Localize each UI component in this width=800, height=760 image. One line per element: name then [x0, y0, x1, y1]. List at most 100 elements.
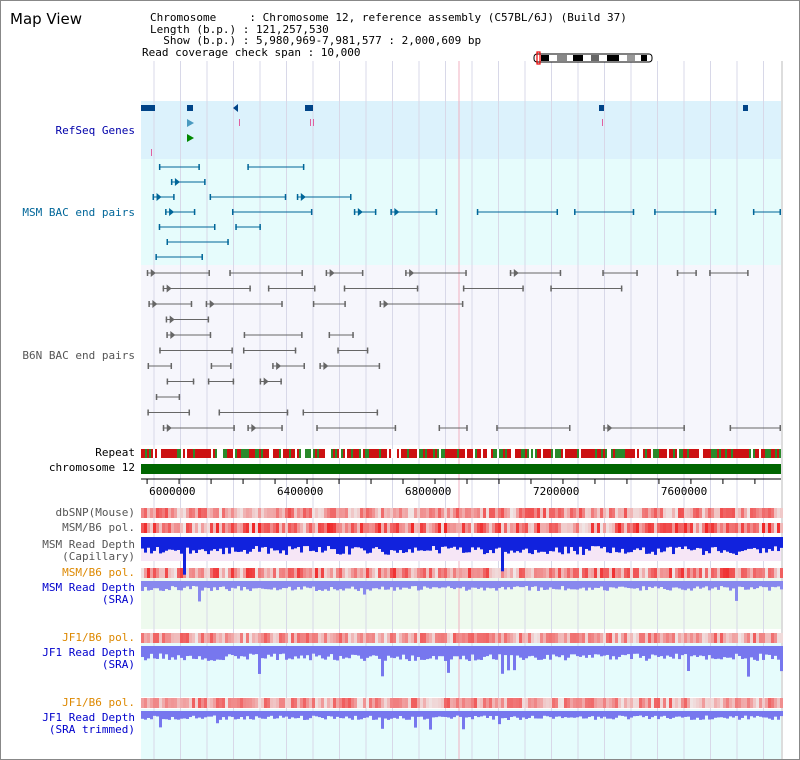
jf1-trim-depth-bar [417, 711, 420, 717]
jf1-trim-depth-bar [732, 711, 735, 718]
repeat-segment [753, 449, 755, 458]
track-label-b6n-bac[interactable]: B6N BAC end pairs [22, 349, 135, 362]
track-label-dbsnp[interactable]: dbSNP(Mouse) [55, 506, 135, 519]
repeat-segment [179, 449, 181, 458]
jf1-b6-pol-heat-cell [681, 633, 684, 643]
jf1-b6-pol2-heat-cell [555, 698, 558, 708]
msm-capillary-depth-bar [459, 537, 462, 548]
track-label-jf1-b6-pol-1[interactable]: JF1/B6 pol. [62, 631, 135, 644]
msm-sra-depth-bar [414, 581, 417, 587]
jf1-b6-pol-heat-cell [246, 633, 249, 643]
dbsnp-heat-cell [393, 508, 396, 518]
jf1-sra-depth-bar [486, 646, 489, 657]
track-label-msm-b6-pol-1[interactable]: MSM/B6 pol. [62, 521, 135, 534]
b6n-bac-pair [259, 378, 262, 385]
msm-b6-pol-heat-cell [288, 523, 291, 533]
msm-capillary-depth-bar [588, 537, 591, 551]
msm-capillary-depth-bar [498, 537, 501, 548]
msm-sra-depth-bar [456, 581, 459, 588]
jf1-trim-depth-bar [750, 711, 753, 717]
jf1-trim-depth-bar [201, 711, 204, 719]
dbsnp-heat-cell [348, 508, 351, 518]
jf1-sra-depth-bar [516, 646, 519, 656]
msm-sra-depth-bar [366, 581, 369, 590]
track-label-jf1-b6-pol-2[interactable]: JF1/B6 pol. [62, 696, 135, 709]
dbsnp-heat-cell [762, 508, 765, 518]
msm-capillary-depth-bar [618, 537, 621, 553]
msm-b6-pol-heat-cell [720, 523, 723, 533]
track-label-msm-bac[interactable]: MSM BAC end pairs [22, 206, 135, 219]
jf1-b6-pol2-heat-cell [315, 698, 318, 708]
msm-b6-pol2-heat-cell [474, 568, 477, 578]
msm-b6-pol2-heat-cell [270, 568, 273, 578]
repeat-segment [409, 449, 411, 458]
jf1-b6-pol-heat-cell [540, 633, 543, 643]
jf1-trim-depth-bar [753, 711, 756, 718]
jf1-b6-pol2-heat-cell [363, 698, 366, 708]
jf1-trim-depth-bar [219, 711, 222, 720]
repeat-segment [449, 449, 451, 458]
msm-capillary-depth-bar [255, 537, 258, 547]
track-label-jf1-depth-sra[interactable]: JF1 Read Depth [42, 646, 135, 659]
msm-b6-pol-heat-cell [372, 523, 375, 533]
jf1-b6-pol2-heat-cell [726, 698, 729, 708]
msm-bac-pair [752, 209, 755, 215]
msm-capillary-depth-bar [186, 537, 189, 548]
jf1-b6-pol-heat-cell [252, 633, 255, 643]
msm-sra-depth-bar [543, 581, 546, 590]
repeat-segment [373, 449, 375, 458]
jf1-trim-depth-bar [204, 711, 207, 718]
track-label-refseq[interactable]: RefSeq Genes [55, 124, 135, 137]
msm-sra-depth-bar [438, 581, 441, 589]
msm-sra-depth-bar [285, 581, 288, 589]
msm-b6-pol-heat-cell [234, 523, 237, 533]
jf1-b6-pol2-heat-cell [228, 698, 231, 708]
msm-capillary-depth-bar [681, 537, 684, 550]
track-label-msm-depth-capillary[interactable]: MSM Read Depth [42, 538, 135, 551]
msm-b6-pol-heat-cell [735, 523, 738, 533]
jf1-b6-pol2-heat-cell [531, 698, 534, 708]
repeat-segment [533, 449, 535, 458]
dbsnp-heat-cell [708, 508, 711, 518]
track-label-jf1-depth-trimmed[interactable]: JF1 Read Depth [42, 711, 135, 724]
repeat-segment [693, 449, 695, 458]
msm-sra-depth-bar [744, 581, 747, 590]
msm-b6-pol-heat-cell [420, 523, 423, 533]
msm-capillary-depth-bar [666, 537, 669, 548]
msm-b6-pol2-heat-cell [579, 568, 582, 578]
track-label-repeat[interactable]: Repeat [95, 446, 135, 459]
track-label-chromosome[interactable]: chromosome 12 [48, 461, 135, 474]
jf1-b6-pol2-heat-cell [624, 698, 627, 708]
msm-b6-pol-heat-cell [666, 523, 669, 533]
msm-b6-pol2-heat-cell [738, 568, 741, 578]
msm-b6-pol2-heat-cell [249, 568, 252, 578]
track-label-msm-b6-pol-2[interactable]: MSM/B6 pol. [62, 566, 135, 579]
dbsnp-heat-cell [174, 508, 177, 518]
msm-b6-pol-heat-cell [519, 523, 522, 533]
msm-sra-depth-bar [468, 581, 471, 590]
msm-b6-pol2-heat-cell [492, 568, 495, 578]
jf1-sra-depth-bar [606, 646, 609, 655]
b6n-bac-pair [267, 285, 270, 292]
repeat-segment [249, 449, 251, 458]
msm-b6-pol-heat-cell [282, 523, 285, 533]
dbsnp-heat-cell [324, 508, 327, 518]
msm-b6-pol-heat-cell [321, 523, 324, 533]
jf1-trim-depth-bar [294, 711, 297, 719]
jf1-b6-pol2-heat-cell [711, 698, 714, 708]
msm-sra-depth-bar [207, 581, 210, 589]
jf1-trim-depth-bar [708, 711, 711, 720]
jf1-sra-depth-bar [408, 646, 411, 661]
msm-b6-pol2-heat-cell [225, 568, 228, 578]
repeat-segment [243, 449, 245, 458]
jf1-b6-pol2-heat-cell [657, 698, 660, 708]
ideogram-band [573, 55, 583, 61]
dbsnp-heat-cell [270, 508, 273, 518]
dbsnp-heat-cell [576, 508, 579, 518]
msm-b6-pol2-heat-cell [243, 568, 246, 578]
repeat-segment [515, 449, 517, 458]
track-label-msm-depth-sra[interactable]: MSM Read Depth [42, 581, 135, 594]
dbsnp-heat-cell [462, 508, 465, 518]
axis-tick-label-4: 7600000 [661, 485, 707, 498]
